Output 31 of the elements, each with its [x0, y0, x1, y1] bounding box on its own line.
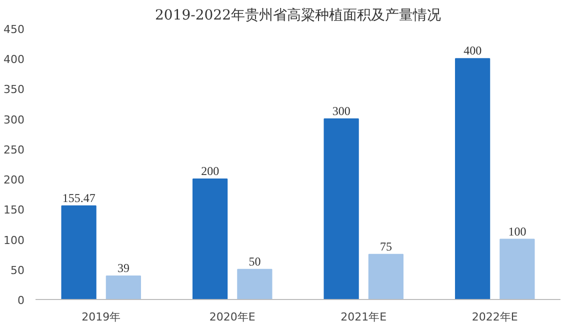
- bar: [237, 268, 272, 300]
- x-tick-label: 2020年E: [209, 310, 256, 324]
- y-tick-label: 200: [4, 174, 25, 187]
- y-tick-label: 100: [4, 234, 25, 247]
- x-tick-label: 2019年: [82, 310, 121, 324]
- bar: [500, 238, 535, 300]
- data-label: 75: [380, 239, 392, 254]
- y-tick-label: 250: [4, 143, 25, 156]
- y-tick-label: 0: [18, 294, 24, 307]
- x-tick-label: 2022年E: [472, 310, 518, 324]
- bar: [455, 58, 490, 300]
- y-tick-label: 300: [4, 113, 25, 126]
- bar: [106, 276, 141, 300]
- bar: [368, 254, 404, 300]
- bar: [61, 205, 96, 300]
- chart-title: 2019-2022年贵州省高粱种植面积及产量情况: [155, 8, 442, 24]
- data-label: 50: [248, 254, 261, 268]
- data-label: 300: [332, 104, 350, 118]
- data-label: 200: [201, 164, 220, 178]
- x-tick-label: 2021年E: [340, 310, 387, 324]
- bar: [192, 178, 228, 300]
- y-tick-label: 400: [4, 53, 25, 66]
- data-label: 400: [464, 44, 482, 58]
- data-label: 39: [117, 261, 130, 276]
- y-tick-label: 50: [10, 264, 25, 277]
- y-tick-label: 150: [4, 204, 25, 217]
- y-tick-label: 350: [4, 83, 25, 96]
- bar: [324, 118, 359, 300]
- data-label: 155.47: [62, 190, 96, 205]
- data-label: 100: [508, 224, 526, 238]
- y-tick-label: 450: [4, 23, 25, 36]
